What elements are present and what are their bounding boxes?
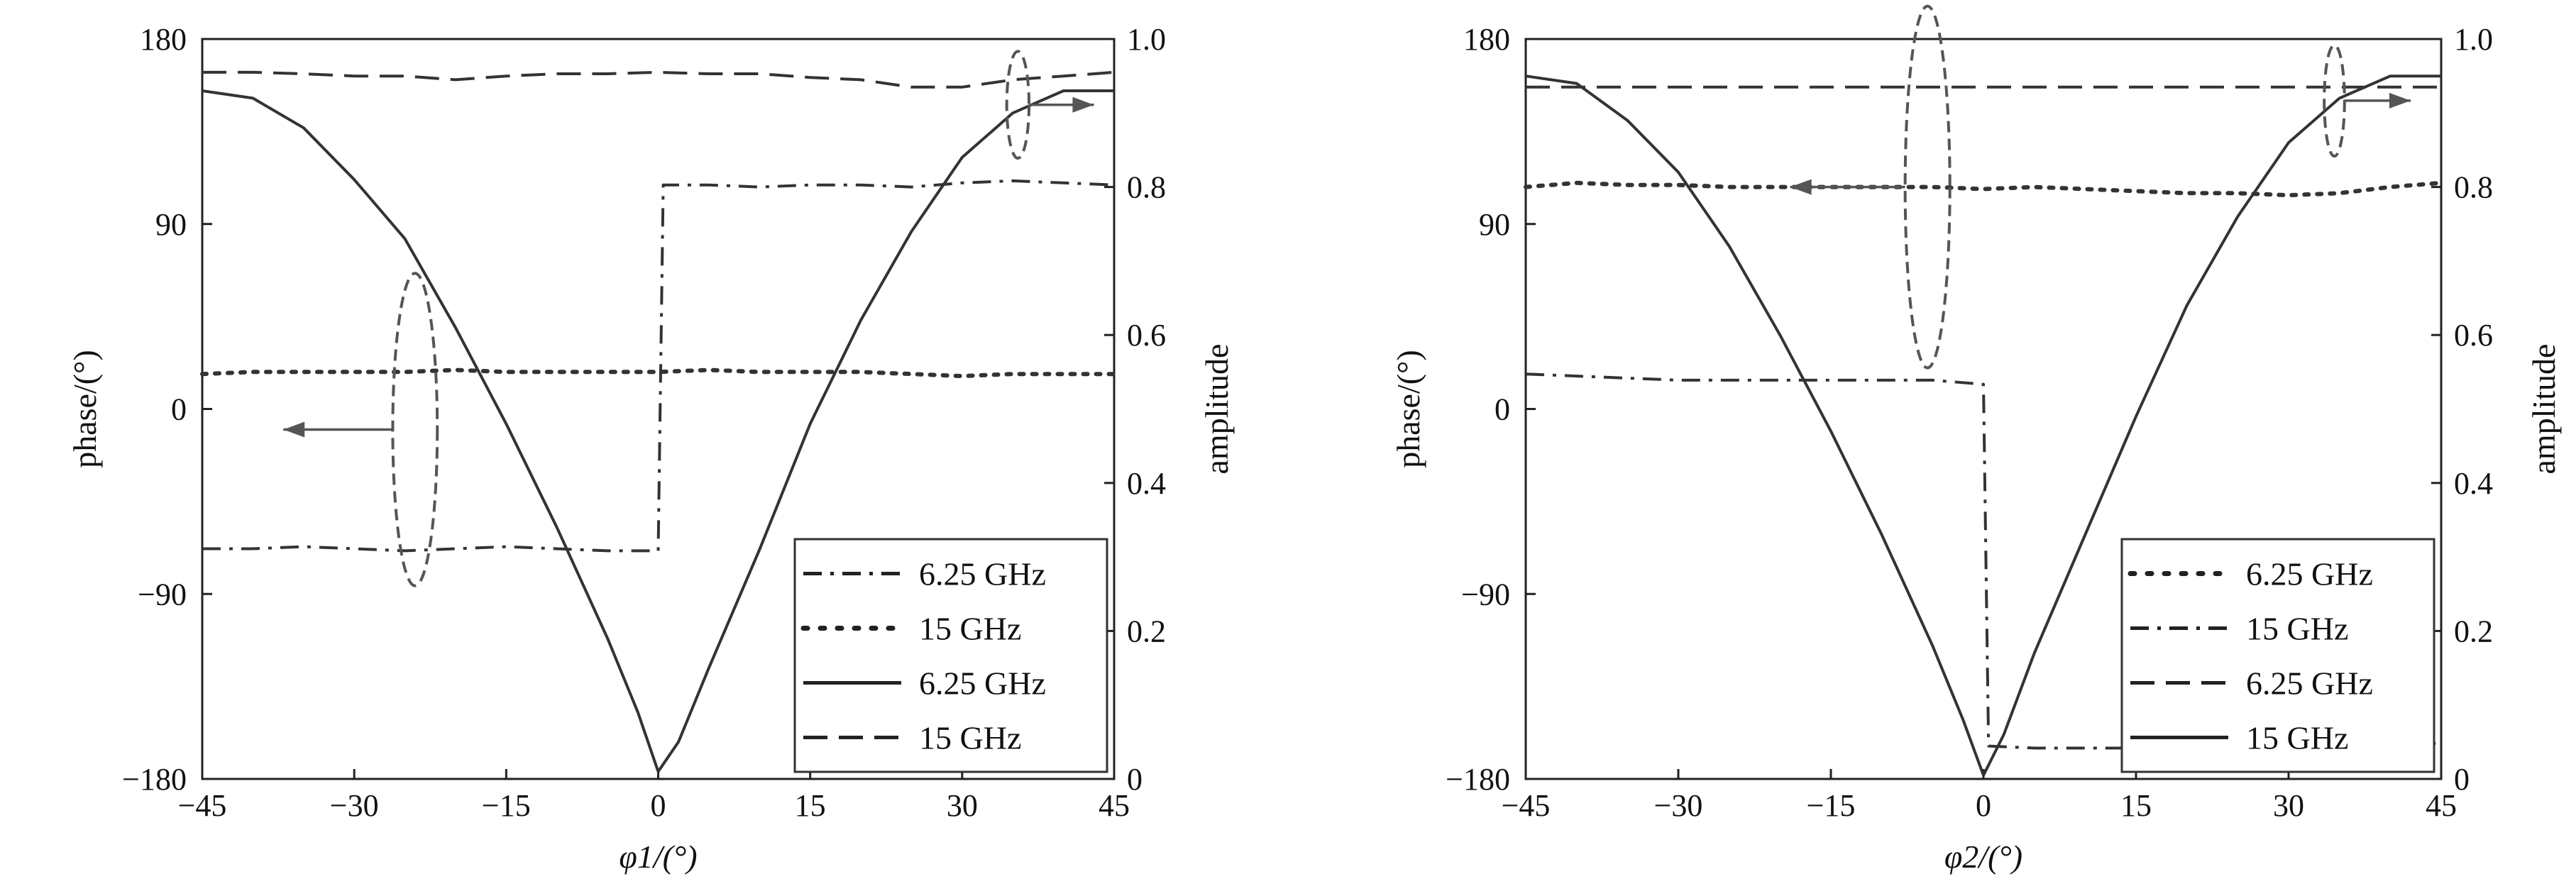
chart-panel-2: −45 −30 −15 0 15 30 45 −180 −90 0 90 180 0 0.2 0.4 0.6 0… [1390,4,2562,875]
y-right-tick-label: 0.4 [2454,466,2493,501]
x-tick-label: −45 [1502,788,1551,823]
series-line-1 [1524,180,2443,198]
y-left-axis-label: phase/(°) [1390,350,1426,468]
x-tick-label: −30 [330,788,379,823]
legend-entry: 6.25 GHz [2246,665,2373,702]
y-left-tick-label: 180 [1463,22,1510,57]
y-left-tick-label: 0 [171,392,187,427]
x-tick-label: 30 [947,788,978,823]
y-right-tick-label: 0.2 [1127,614,1166,648]
legend-box [2120,538,2435,773]
legend-entry: 6.25 GHz [919,665,1046,702]
y-right-tick-label: 0.8 [1127,170,1166,205]
y-right-tick-label: 1.0 [2454,22,2493,57]
legend-entry: 15 GHz [919,611,1021,647]
series-line-3 [202,89,1114,773]
y-right-tick-label: 0.8 [2454,170,2493,205]
y-right-axis-label: amplitude [2526,344,2562,475]
annotation-ellipse [1005,50,1031,160]
legend: 6.25 GHz 15 GHz 6.25 GHz 15 GHz [793,538,1108,773]
x-tick-label: −15 [1807,788,1856,823]
y-right-axis-label: amplitude [1199,344,1235,475]
x-tick-label: 0 [1976,788,1991,823]
chart-panel-1: −45 −30 −15 0 15 30 45 −180 −90 0 90 180 0 0.2 0.4 0.6 0… [67,22,1235,875]
x-tick-label: 45 [2426,788,2457,823]
legend-entry: 15 GHz [919,720,1021,756]
y-left-tick-label: −90 [1461,577,1510,612]
annotation-arrow-head [2389,92,2411,109]
y-left-tick-label: 0 [1495,392,1510,427]
annotation-arrow-head [1790,179,1812,195]
series-line-2 [1525,372,2442,750]
x-axis-label: φ2/(°) [1944,839,2022,875]
x-tick-label: −15 [482,788,531,823]
y-right-tick-label: 0 [2454,762,2470,797]
y-right-tick-label: 0.6 [1127,318,1166,353]
legend-entry: 15 GHz [2246,720,2348,756]
annotation-arrow-head [283,421,305,438]
legend: 6.25 GHz 15 GHz 6.25 GHz 15 GHz [2120,538,2435,773]
x-tick-label: 15 [795,788,826,823]
legend-entry: 6.25 GHz [2246,556,2373,592]
x-tick-label: −45 [178,788,227,823]
series-line-4 [1525,74,2441,777]
y-right-tick-label: 0.6 [2454,318,2493,353]
y-left-tick-label: −180 [122,762,187,797]
legend-entry: 6.25 GHz [919,556,1046,592]
legend-entry: 15 GHz [2246,611,2348,647]
x-axis-label: φ1/(°) [619,839,697,875]
y-left-tick-label: −90 [138,577,187,612]
y-left-tick-label: 90 [1479,207,1510,242]
y-right-tick-label: 1.0 [1127,22,1166,57]
annotation-ellipse [391,272,439,587]
y-right-tick-label: 0.4 [1127,466,1166,501]
annotation-ellipse [2323,43,2346,158]
x-tick-label: −30 [1654,788,1703,823]
x-tick-label: 15 [2120,788,2152,823]
annotation-arrow-head [1072,96,1094,113]
series-line-2 [200,367,1116,379]
x-tick-label: 0 [651,788,666,823]
x-tick-label: 45 [1099,788,1130,823]
y-right-tick-label: 0.2 [2454,614,2493,648]
y-left-tick-label: 180 [140,22,187,57]
legend-box [793,538,1108,773]
x-tick-label: 30 [2273,788,2304,823]
y-left-tick-label: 90 [155,207,187,242]
y-left-axis-label: phase/(°) [67,350,103,468]
y-left-tick-label: −180 [1446,762,1510,797]
annotation-ellipse [1903,4,1952,370]
y-right-tick-label: 0 [1127,762,1143,797]
series-line-1 [202,179,1115,553]
series-line-4 [202,70,1115,89]
